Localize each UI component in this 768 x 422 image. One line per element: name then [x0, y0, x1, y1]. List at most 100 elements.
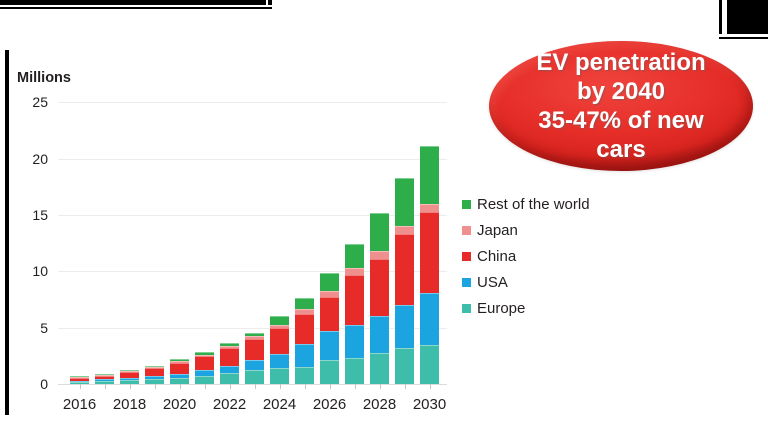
badge-text: EV penetration by 2040 35-47% of new car… [536, 49, 706, 163]
top-left-bar [0, 0, 272, 5]
bar-segment-japan-2024 [270, 324, 289, 329]
legend-label: Rest of the world [477, 195, 590, 213]
x-tick-label-2024: 2024 [262, 396, 297, 413]
bar-segment-japan-2025 [295, 308, 314, 314]
bar-2021 [195, 352, 214, 384]
x-tick-label-2016: 2016 [62, 396, 97, 413]
bar-2025 [295, 297, 314, 384]
x-axis-tick-2019 [154, 384, 156, 389]
top-left-bar-notch [266, 0, 268, 5]
y-gridline-5 [58, 327, 447, 329]
bar-segment-rest-of-the-world-2022 [220, 342, 239, 346]
legend-label: Japan [477, 221, 518, 239]
bar-segment-rest-of-the-world-2026 [320, 272, 339, 292]
bar-segment-china-2023 [245, 339, 264, 360]
bar-segment-europe-2018 [120, 379, 139, 384]
bar-segment-japan-2026 [320, 291, 339, 298]
bar-2017 [95, 374, 114, 384]
bar-segment-usa-2023 [245, 359, 264, 370]
bar-segment-japan-2021 [195, 354, 214, 357]
top-right-hline [719, 36, 768, 39]
bar-segment-japan-2020 [170, 360, 189, 363]
bar-segment-china-2016 [70, 378, 89, 381]
bar-segment-japan-2028 [370, 250, 389, 259]
bar-segment-europe-2025 [295, 367, 314, 384]
y-tick-label-0: 0 [40, 376, 48, 392]
y-tick-label-10: 10 [32, 263, 48, 280]
y-tick-label-25: 25 [32, 94, 48, 111]
bar-segment-china-2017 [95, 376, 114, 380]
bar-segment-japan-2017 [95, 375, 114, 377]
top-right-box [727, 0, 768, 34]
legend-swatch-china [462, 251, 471, 261]
bar-segment-china-2019 [145, 368, 164, 376]
y-gridline-20 [58, 158, 447, 160]
bar-segment-usa-2020 [170, 373, 189, 378]
bar-segment-usa-2021 [195, 369, 214, 376]
bar-segment-china-2030 [420, 212, 439, 293]
bar-segment-europe-2030 [420, 344, 439, 384]
top-left-line [0, 6, 272, 9]
x-axis-tick-2029 [404, 384, 406, 389]
bar-2019 [145, 365, 164, 384]
bar-segment-rest-of-the-world-2024 [270, 315, 289, 325]
bar-segment-usa-2022 [220, 365, 239, 373]
x-axis-tick-2021 [204, 384, 206, 389]
x-tick-label-2018: 2018 [112, 396, 147, 413]
legend-label: China [477, 247, 517, 265]
bar-segment-china-2022 [220, 347, 239, 366]
legend-label: Europe [477, 299, 526, 317]
bar-segment-japan-2023 [245, 336, 264, 340]
bar-segment-usa-2026 [320, 331, 339, 360]
ev-penetration-badge: EV penetration by 2040 35-47% of new car… [489, 41, 753, 171]
bar-segment-usa-2018 [120, 377, 139, 380]
legend-item-europe: Europe [462, 299, 590, 317]
bar-segment-china-2020 [170, 362, 189, 374]
bar-segment-japan-2018 [120, 371, 139, 373]
bar-segment-europe-2019 [145, 378, 164, 384]
bar-segment-china-2027 [345, 275, 364, 325]
bar-segment-china-2029 [395, 234, 414, 306]
bar-segment-rest-of-the-world-2027 [345, 244, 364, 268]
legend-item-usa: USA [462, 274, 590, 291]
bar-segment-europe-2023 [245, 369, 264, 384]
x-axis-tick-2016 [79, 384, 81, 389]
legend-item-japan: Japan [462, 221, 590, 239]
x-axis-tick-2017 [104, 384, 106, 389]
bar-2028 [370, 212, 389, 384]
legend-item-rest-of-the-world: Rest of the world [462, 195, 590, 213]
bar-segment-china-2024 [270, 328, 289, 355]
x-axis-tick-2030 [429, 384, 431, 389]
bar-segment-china-2026 [320, 297, 339, 332]
bar-segment-usa-2029 [395, 305, 414, 348]
x-axis-tick-2028 [379, 384, 381, 389]
bar-segment-rest-of-the-world-2018 [120, 370, 139, 372]
x-axis-tick-2020 [179, 384, 181, 389]
bar-segment-usa-2030 [420, 292, 439, 345]
bar-2020 [170, 358, 189, 384]
bar-segment-china-2021 [195, 356, 214, 370]
bar-segment-rest-of-the-world-2017 [95, 374, 114, 376]
y-gridline-0 [58, 384, 447, 385]
x-tick-label-2028: 2028 [362, 396, 397, 413]
bar-segment-europe-2027 [345, 357, 364, 384]
bar-2016 [70, 376, 89, 384]
bar-2024 [270, 315, 289, 384]
bar-segment-japan-2019 [145, 367, 164, 369]
legend-swatch-rest-of-the-world [462, 199, 471, 209]
bar-segment-europe-2022 [220, 372, 239, 384]
bar-segment-rest-of-the-world-2029 [395, 178, 414, 227]
legend-swatch-europe [462, 303, 471, 313]
bar-segment-japan-2029 [395, 226, 414, 235]
y-gridline-10 [58, 271, 447, 273]
bar-segment-rest-of-the-world-2021 [195, 352, 214, 355]
y-tick-label-5: 5 [40, 319, 48, 336]
y-gridline-15 [58, 214, 447, 216]
bar-segment-europe-2024 [270, 367, 289, 384]
x-axis-tick-2018 [129, 384, 131, 389]
legend-swatch-usa [462, 277, 471, 287]
bar-segment-usa-2028 [370, 316, 389, 353]
bar-segment-usa-2025 [295, 343, 314, 368]
bar-segment-japan-2022 [220, 345, 239, 348]
